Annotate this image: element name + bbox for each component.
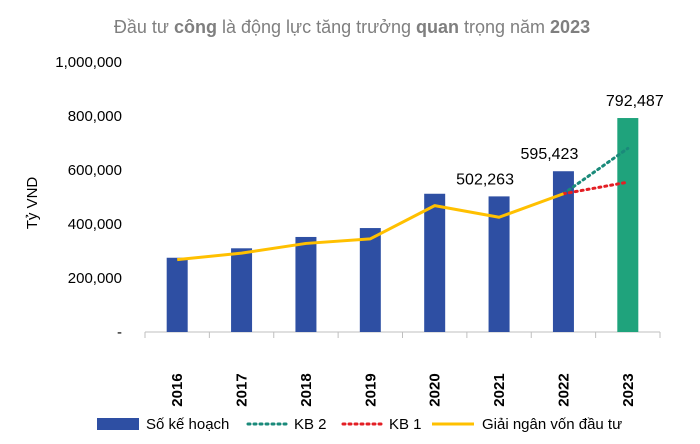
legend: Số kế hoạch KB 2 KB 1 Giải ngân vốn đầu tư [97, 416, 622, 433]
data-label: 502,263 [456, 171, 514, 188]
x-tick-label: 2021 [491, 373, 508, 406]
x-tick-label: 2016 [169, 373, 186, 406]
data-label: 792,487 [606, 93, 664, 110]
y-axis-label: Tỷ VND [24, 177, 41, 230]
x-tick-label: 2020 [427, 373, 444, 406]
data-label: 595,423 [521, 146, 579, 163]
dotted-line-series [561, 146, 630, 196]
legend-item: KB 2 [246, 416, 327, 433]
legend-label: Giải ngân vốn đầu tư [482, 416, 622, 433]
bar-series [166, 118, 639, 333]
highlight-bar [617, 118, 639, 333]
chart-title-part: tăng trưởng [311, 17, 416, 37]
x-axis: 2016 2017 2018 2019 2020 2021 2022 2023 [144, 331, 661, 407]
x-tick-label: 2022 [555, 373, 572, 406]
y-tick-label: 200,000 [68, 270, 122, 287]
bar [488, 196, 510, 332]
legend-item: Giải ngân vốn đầu tư [432, 416, 622, 433]
y-tick-label: 400,000 [68, 216, 122, 233]
bar [295, 236, 317, 332]
chart-title-part: trọng năm [459, 17, 550, 37]
x-tick-label: 2019 [362, 373, 379, 406]
legend-label: Số kế hoạch [146, 416, 229, 433]
chart-title-part: 2023 [550, 17, 590, 37]
dotted-line-series [561, 180, 630, 196]
bar [359, 228, 381, 332]
y-axis: - 200,000 400,000 600,000 800,000 1,000,000 [55, 54, 122, 341]
line-series [177, 146, 630, 262]
legend-item: Số kế hoạch [97, 416, 229, 433]
legend-label: KB 1 [389, 416, 422, 433]
x-tick-label: 2018 [298, 373, 315, 406]
y-tick-label: 1,000,000 [55, 54, 122, 71]
chart-title: Đầu tư công là động lực tăng trưởng quan… [114, 17, 590, 37]
chart-title-part: quan [416, 17, 459, 37]
bar [424, 193, 446, 332]
line-series [177, 192, 564, 262]
legend-swatch [97, 418, 139, 430]
chart-title-part: công [174, 17, 217, 37]
chart-title-part: Đầu tư [114, 17, 174, 37]
data-labels: 502,263 595,423 792,487 [456, 93, 664, 188]
x-tick-label: 2023 [620, 373, 637, 406]
y-tick-label: 600,000 [68, 162, 122, 179]
legend-item: KB 1 [341, 416, 422, 433]
y-tick-label: - [117, 324, 122, 341]
y-tick-label: 800,000 [68, 108, 122, 125]
chart-title-part: động lực [241, 17, 311, 37]
bar [166, 257, 188, 332]
bar [231, 248, 253, 332]
bar [552, 171, 574, 332]
legend-label: KB 2 [294, 416, 327, 433]
chart-title-part: là [217, 17, 241, 37]
x-tick-label: 2017 [234, 373, 251, 406]
